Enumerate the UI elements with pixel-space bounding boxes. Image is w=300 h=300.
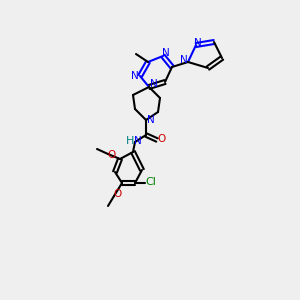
Text: O: O <box>158 134 166 144</box>
Text: N: N <box>180 55 188 65</box>
Text: H: H <box>126 136 134 146</box>
Text: O: O <box>107 150 115 160</box>
Text: N: N <box>194 38 202 48</box>
Text: N: N <box>147 115 155 125</box>
Text: N: N <box>150 79 158 89</box>
Text: N: N <box>162 48 170 58</box>
Text: N: N <box>131 71 139 81</box>
Text: N: N <box>134 136 142 146</box>
Text: Cl: Cl <box>146 177 156 187</box>
Text: O: O <box>114 189 122 199</box>
